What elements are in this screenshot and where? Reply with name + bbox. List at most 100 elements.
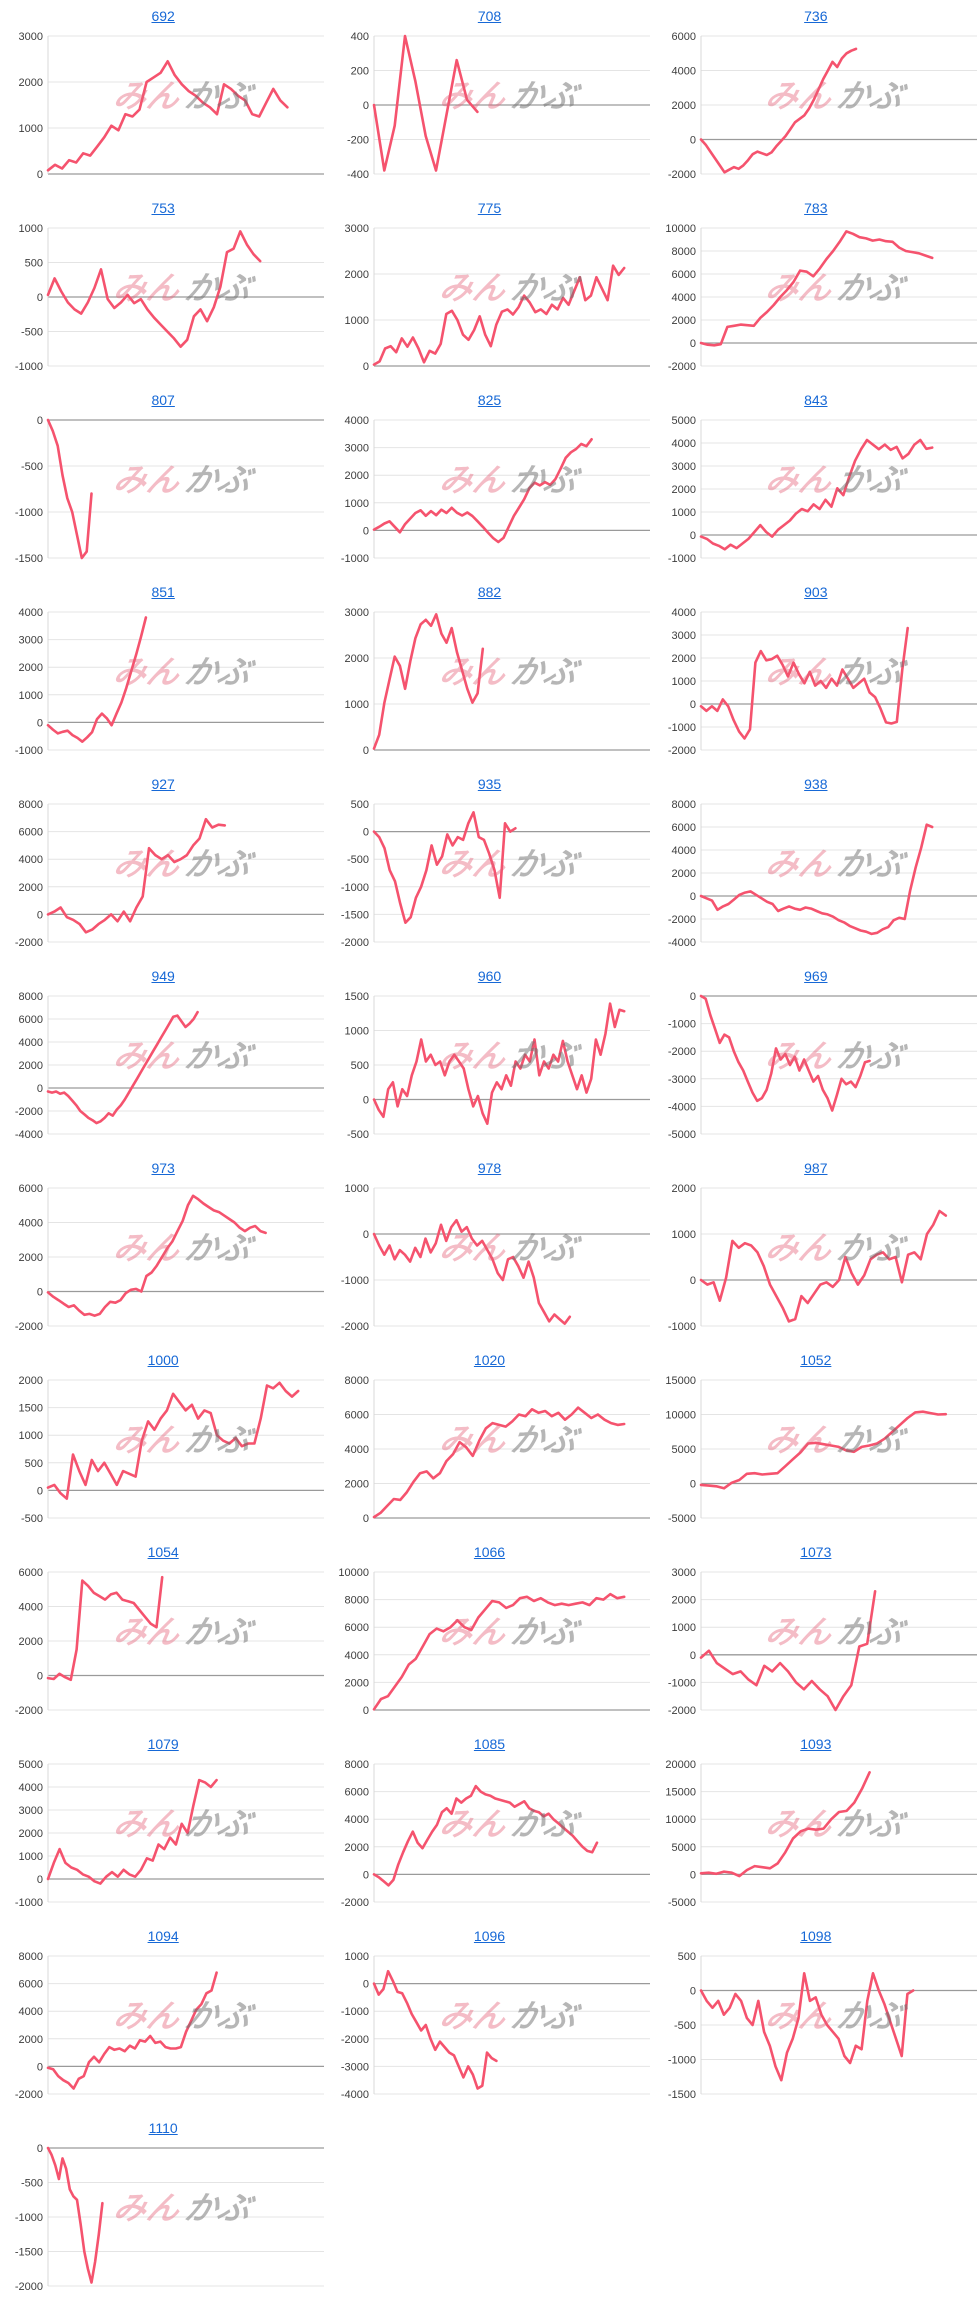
- chart-title-link[interactable]: 843: [804, 392, 828, 408]
- chart-plot: 400 200 0 -200 -400 みんかぶ: [326, 26, 652, 186]
- y-axis-tick-label: -500: [21, 461, 43, 473]
- data-series-line: [373, 810, 518, 924]
- chart-cell: 960 1500 1000 500 0 -500 みんかぶ: [326, 960, 652, 1152]
- chart-title-link[interactable]: 1066: [473, 1544, 506, 1560]
- chart-title-link[interactable]: 1052: [800, 1352, 832, 1368]
- line-chart-svg: 8000 6000 4000 2000 0 -2000 -4000: [15, 991, 324, 1141]
- y-axis-tick-label: 0: [690, 135, 696, 147]
- chart-title-link[interactable]: 1098: [800, 1928, 832, 1944]
- chart-title-link[interactable]: 753: [151, 200, 175, 216]
- y-axis-tick-label: -2000: [668, 914, 696, 926]
- y-axis-tick-label: 5000: [671, 1842, 695, 1854]
- chart-title-link[interactable]: 736: [804, 8, 828, 24]
- data-series-line: [699, 47, 857, 174]
- chart-title-link[interactable]: 708: [477, 8, 502, 24]
- y-axis-tick-label: 0: [690, 1479, 696, 1491]
- y-axis-tick-label: 5000: [671, 415, 695, 427]
- y-axis-tick-label: -4000: [341, 2089, 369, 2101]
- line-chart-svg: 5000 4000 3000 2000 1000 0 -1000: [15, 1759, 324, 1909]
- y-axis-tick-label: 0: [363, 745, 369, 757]
- y-axis-tick-label: 3000: [345, 443, 369, 455]
- line-chart-svg: 8000 6000 4000 2000 0 -2000: [15, 799, 324, 949]
- chart-title-link[interactable]: 973: [151, 1160, 175, 1176]
- y-axis-tick-label: 0: [37, 1287, 43, 1299]
- y-axis-tick-label: 8000: [19, 991, 43, 1003]
- y-axis-tick-label: -2000: [341, 1321, 369, 1333]
- chart-title-link[interactable]: 935: [477, 776, 502, 792]
- y-axis-tick-label: 2000: [345, 470, 369, 482]
- chart-title-link[interactable]: 1079: [147, 1736, 179, 1752]
- chart-title-link[interactable]: 1054: [147, 1544, 179, 1560]
- y-axis-tick-label: -1000: [668, 553, 696, 565]
- chart-plot: 3000 2000 1000 0 みんかぶ: [326, 602, 652, 762]
- chart-cell: 949 8000 6000 4000 2000 0 -2000 -4000 みんかぶ: [0, 960, 326, 1152]
- chart-cell: 1054 6000 4000 2000 0 -2000 みんかぶ: [0, 1536, 326, 1728]
- line-chart-svg: 1000 0 -1000 -2000 -3000 -4000: [341, 1951, 651, 2101]
- chart-cell: 969 0 -1000 -2000 -3000 -4000 -5000 みんかぶ: [653, 960, 979, 1152]
- chart-title-link[interactable]: 775: [477, 200, 502, 216]
- y-axis-tick-label: 10000: [339, 1567, 370, 1579]
- chart-plot: 5000 4000 3000 2000 1000 0 -1000 みんかぶ: [0, 1754, 326, 1914]
- chart-title-link[interactable]: 1110: [148, 2120, 178, 2136]
- data-series-line: [373, 1969, 499, 2090]
- y-axis-tick-label: 0: [690, 991, 696, 1003]
- chart-plot: 6000 4000 2000 0 -2000 みんかぶ: [0, 1562, 326, 1722]
- chart-title-link[interactable]: 1093: [800, 1736, 832, 1752]
- y-axis-tick-label: -2000: [15, 1705, 43, 1717]
- chart-plot: 0 -1000 -2000 -3000 -4000 -5000 みんかぶ: [653, 986, 979, 1146]
- y-axis-tick-label: -1000: [668, 2055, 696, 2067]
- y-axis-tick-label: 400: [351, 31, 369, 43]
- chart-title-link[interactable]: 949: [151, 968, 175, 984]
- y-axis-tick-label: 6000: [345, 1787, 369, 1799]
- chart-title-link[interactable]: 987: [804, 1160, 828, 1176]
- chart-title-link[interactable]: 903: [804, 584, 828, 600]
- y-axis-tick-label: 10000: [665, 223, 696, 235]
- data-series-line: [46, 59, 289, 172]
- y-axis-tick-label: 4000: [19, 854, 43, 866]
- y-axis-tick-label: -5000: [668, 1129, 696, 1141]
- y-axis-tick-label: 6000: [671, 822, 695, 834]
- chart-cell: 1052 15000 10000 5000 0 -5000 みんかぶ: [653, 1344, 979, 1536]
- chart-title-link[interactable]: 1096: [473, 1928, 506, 1944]
- chart-title-link[interactable]: 851: [151, 584, 175, 600]
- chart-title-link[interactable]: 783: [804, 200, 828, 216]
- chart-title-link[interactable]: 1073: [800, 1544, 832, 1560]
- chart-title-link[interactable]: 882: [477, 584, 502, 600]
- chart-cell: 843 5000 4000 3000 2000 1000 0 -1000 みんかぶ: [653, 384, 979, 576]
- data-series-line: [373, 1784, 599, 1887]
- line-chart-svg: 500 0 -500 -1000 -1500 -2000: [341, 799, 651, 949]
- y-axis-tick-label: 2000: [19, 1252, 43, 1264]
- data-series-line: [373, 1592, 626, 1711]
- chart-title-link[interactable]: 692: [151, 8, 175, 24]
- chart-title-link[interactable]: 807: [151, 392, 175, 408]
- chart-title-link[interactable]: 825: [477, 392, 502, 408]
- y-axis-tick-label: 500: [677, 1951, 695, 1963]
- y-axis-tick-label: -1000: [15, 2212, 43, 2224]
- chart-plot: 4000 3000 2000 1000 0 -1000 -2000 みんかぶ: [653, 602, 979, 762]
- chart-title-link[interactable]: 927: [151, 776, 175, 792]
- y-axis-tick-label: -1000: [15, 361, 43, 373]
- y-axis-tick-label: 6000: [19, 1014, 43, 1026]
- chart-title-link[interactable]: 1020: [473, 1352, 506, 1368]
- y-axis-tick-label: 8000: [345, 1375, 369, 1387]
- chart-title-link[interactable]: 938: [804, 776, 828, 792]
- y-axis-tick-label: -500: [21, 327, 43, 339]
- y-axis-tick-label: 0: [690, 1650, 696, 1662]
- chart-title-link[interactable]: 960: [477, 968, 502, 984]
- chart-title-link[interactable]: 969: [804, 968, 828, 984]
- y-axis-tick-label: -1000: [341, 2006, 369, 2018]
- chart-plot: 500 0 -500 -1000 -1500 みんかぶ: [653, 1946, 979, 2106]
- chart-title-link[interactable]: 1094: [147, 1928, 179, 1944]
- line-chart-svg: 4000 3000 2000 1000 0 -1000: [341, 415, 651, 565]
- chart-title-link[interactable]: 1000: [147, 1352, 179, 1368]
- y-axis-tick-label: 500: [25, 1458, 43, 1470]
- chart-title-link[interactable]: 978: [477, 1160, 502, 1176]
- data-series-line: [699, 438, 934, 551]
- data-series-line: [46, 1194, 267, 1317]
- y-axis-tick-label: 0: [363, 1869, 369, 1881]
- line-chart-svg: 500 0 -500 -1000 -1500: [668, 1951, 977, 2101]
- y-axis-tick-label: 2000: [19, 882, 43, 894]
- chart-title-link[interactable]: 1085: [473, 1736, 506, 1752]
- chart-cell: 1000 2000 1500 1000 500 0 -500 みんかぶ: [0, 1344, 326, 1536]
